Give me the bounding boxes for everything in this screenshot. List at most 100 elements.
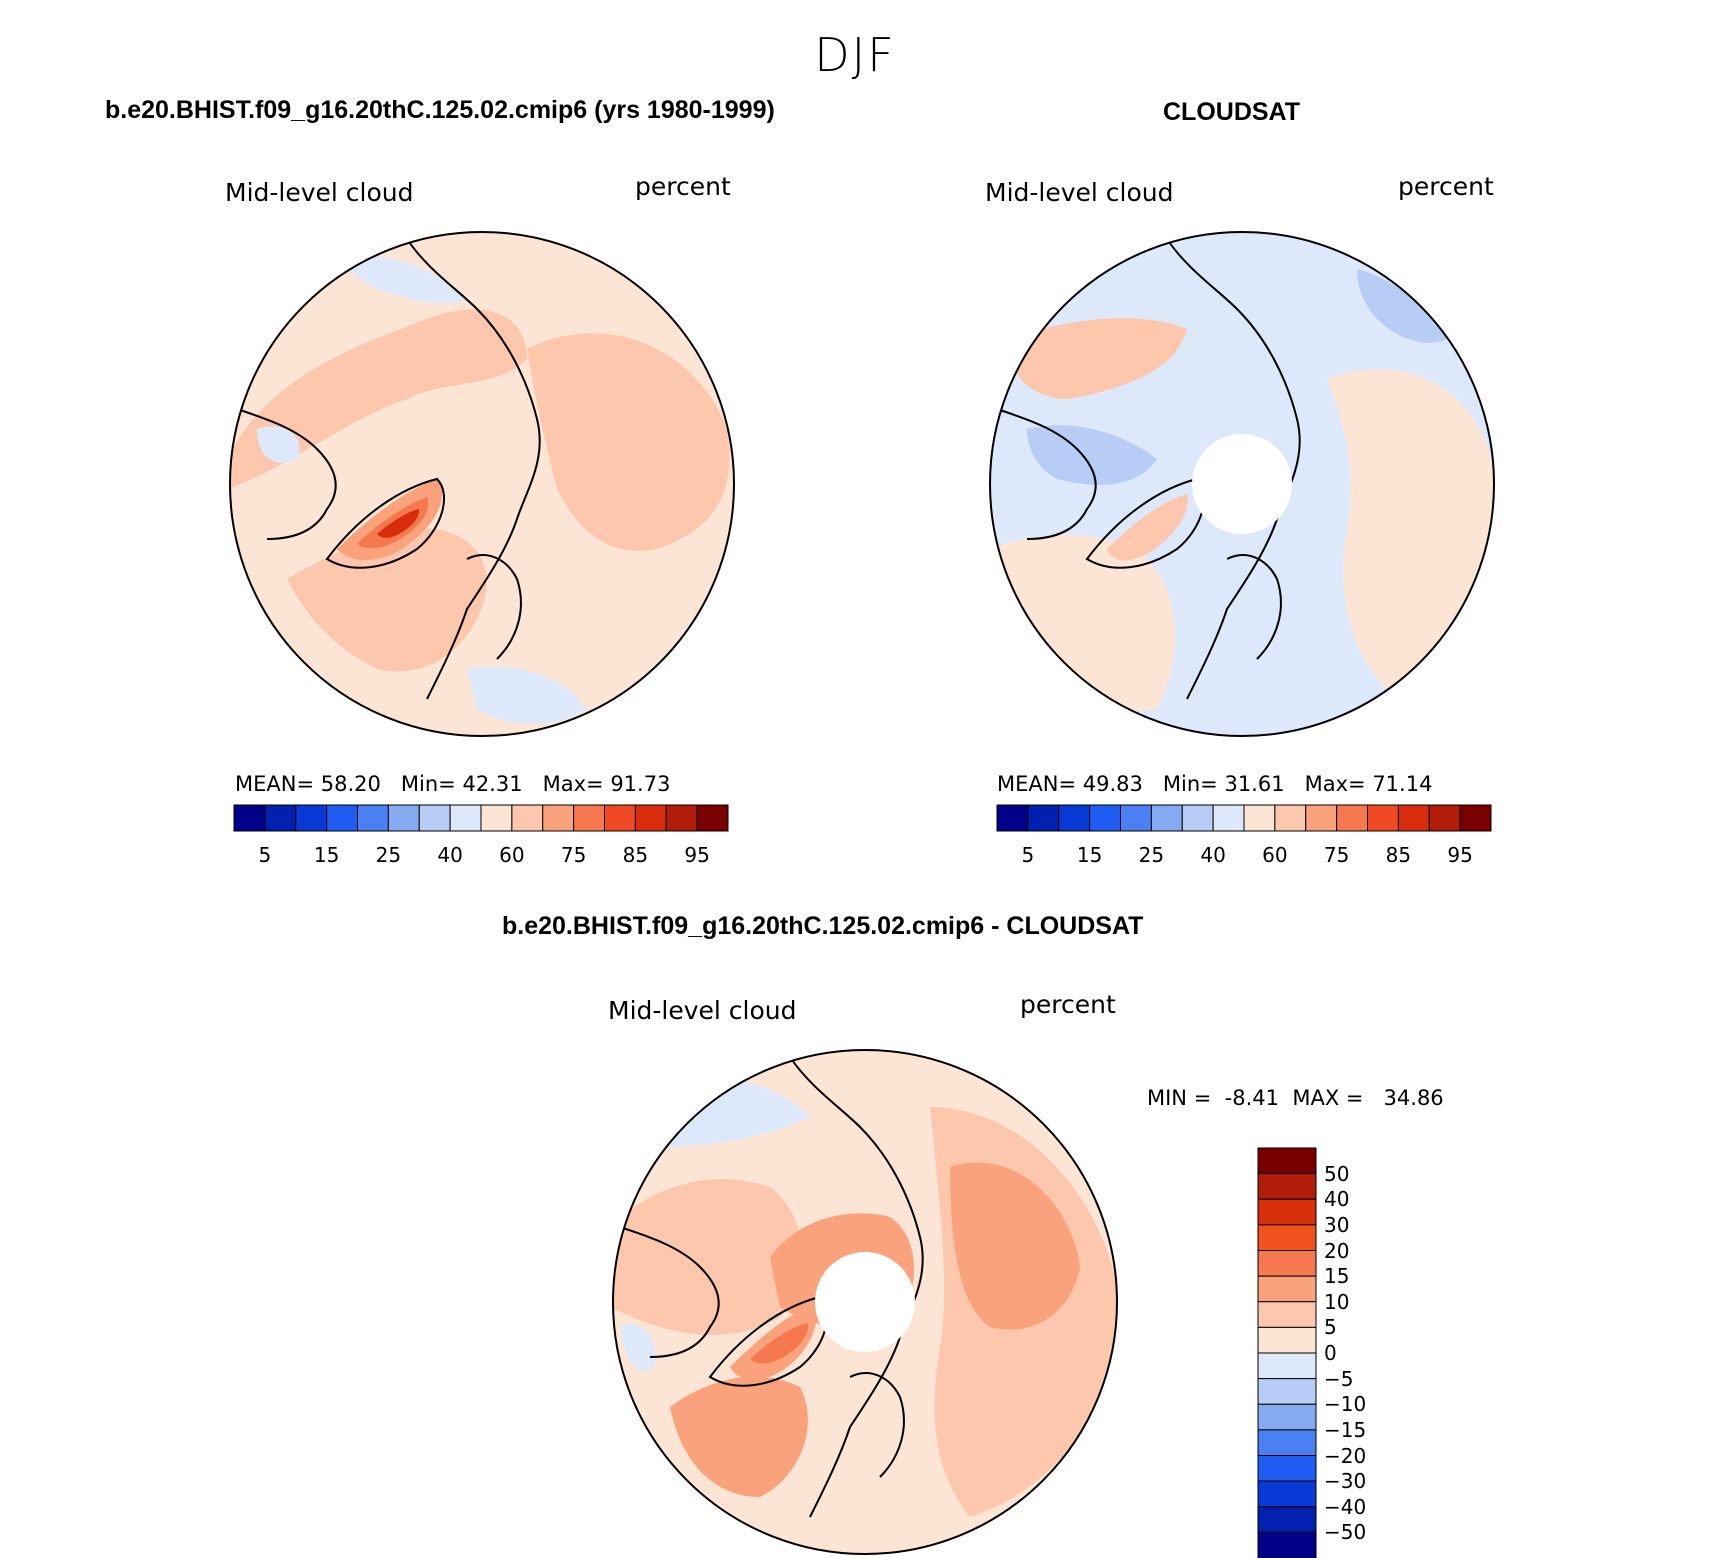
panel3-colorbar-box — [1257, 1429, 1317, 1456]
panel1-colorbar-tick-label: 5 — [258, 843, 272, 867]
panel3-colorbar-tick-label: −5 — [1324, 1366, 1354, 1391]
panel3-colorbar-tick-label: 0 — [1324, 1341, 1337, 1365]
panel1-colorbar-box — [696, 804, 729, 832]
panel3-colorbar-box — [1257, 1198, 1317, 1226]
panel3-colorbar-box — [1257, 1480, 1317, 1508]
panel3-units: percent — [1020, 990, 1116, 1019]
panel2-colorbar-box — [1305, 804, 1338, 832]
panel3-colorbar — [1257, 1147, 1317, 1558]
panel3-colorbar-box — [1257, 1275, 1317, 1303]
panel2-coastline-americas — [996, 408, 1097, 540]
panel3-colorbar-box — [1257, 1403, 1317, 1431]
panel2-colorbar-box — [1243, 804, 1276, 832]
panel2-polar-map — [989, 231, 1495, 737]
panel3-colorbar-tick-label: 50 — [1324, 1161, 1350, 1186]
panel2-colorbar-box — [1397, 804, 1430, 832]
panel1-colorbar-box — [387, 804, 420, 832]
panel2-coastline-scandinavia — [1226, 554, 1282, 660]
panel1-contour-blue-south — [467, 666, 587, 724]
panel2-colorbar-tick-label: 40 — [1200, 843, 1226, 867]
panel2-colorbar-tick-label: 5 — [1021, 843, 1035, 867]
panel3-colorbar-box — [1257, 1352, 1317, 1380]
panel3-colorbar-box — [1257, 1326, 1317, 1354]
panel2-colorbar-box — [1181, 804, 1214, 832]
panel1-colorbar-box — [357, 804, 389, 832]
panel3-colorbar-tick-label: 5 — [1324, 1315, 1337, 1340]
panel3-colorbar-tick-label: −20 — [1324, 1443, 1367, 1468]
panel3-contour-greenland-20 — [750, 1323, 809, 1364]
panel2-colorbar — [996, 804, 1492, 832]
panel3-title: b.e20.BHIST.f09_g16.20thC.125.02.cmip6 -… — [502, 912, 1144, 940]
panel3-colorbar-box — [1257, 1250, 1317, 1277]
panel1-variable: Mid-level cloud — [225, 178, 414, 207]
panel1-contour-greenland-core — [377, 509, 420, 538]
panel3-coastline-eurasia — [789, 1056, 924, 1518]
panel1-colorbar-tick-label: 40 — [437, 843, 463, 867]
panel2-polar-hole — [1192, 434, 1292, 534]
panel1-colorbar-tick-label: 15 — [313, 843, 340, 867]
panel2-colorbar-box — [1367, 804, 1399, 832]
panel2-contour-peach-east — [1327, 369, 1494, 689]
panel3-colorbar-tick-label: −15 — [1324, 1417, 1367, 1442]
panel1-coastline-scandinavia — [466, 554, 522, 660]
panel3-colorbar-box — [1257, 1455, 1317, 1482]
panel2-colorbar-box — [1274, 804, 1307, 832]
panel2-colorbar-box — [1212, 804, 1245, 832]
panel2-colorbar-tick-label: 75 — [1323, 843, 1350, 867]
panel1-colorbar-box — [264, 804, 297, 832]
panel1-colorbar-box — [449, 804, 482, 832]
panel2-colorbar-box — [1150, 804, 1183, 832]
panel2-stats: MEAN= 49.83 Min= 31.61 Max= 71.14 — [997, 772, 1433, 796]
panel3-colorbar-tick-label: 40 — [1324, 1187, 1350, 1212]
panel1-coastline-eurasia — [406, 238, 541, 700]
panel3-polar-hole — [815, 1252, 915, 1352]
panel2-units: percent — [1398, 172, 1494, 201]
season-title: DJF — [814, 28, 896, 82]
panel3-variable: Mid-level cloud — [608, 996, 797, 1025]
panel3-contour-15-south — [670, 1376, 808, 1497]
panel2-colorbar-tick-label: 15 — [1076, 843, 1103, 867]
panel2-colorbar-box — [1428, 804, 1461, 832]
panel2-colorbar-box — [1089, 804, 1121, 832]
panel3-colorbar-box — [1257, 1301, 1317, 1328]
panel2-coastline-eurasia — [1166, 238, 1301, 700]
panel3-colorbar-box — [1257, 1173, 1317, 1200]
panel2-contour-peach-southwest — [990, 535, 1176, 711]
panel3-coastline-scandinavia — [849, 1372, 905, 1478]
panel1-colorbar-box — [326, 804, 358, 832]
panel3-colorbar-tick-label: 20 — [1324, 1238, 1350, 1263]
panel2-contour-peach-greenland — [1107, 494, 1188, 561]
panel2-colorbar-tick-label: 85 — [1385, 843, 1412, 867]
panel1-colorbar-box — [604, 804, 636, 832]
panel1-contour-northpacific — [230, 309, 527, 489]
panel3-colorbar-box — [1257, 1506, 1317, 1533]
panel1-colorbar-box — [418, 804, 451, 832]
panel3-colorbar-tick-label: 30 — [1324, 1212, 1350, 1237]
panel1-colorbar-tick-label: 60 — [499, 843, 525, 867]
panel1-colorbar — [233, 804, 729, 832]
panel1-colorbar-box — [634, 804, 667, 832]
panel1-colorbar-box — [542, 804, 575, 832]
panel1-colorbar-tick-label: 25 — [375, 843, 402, 867]
panel3-colorbar-tick-label: −10 — [1324, 1392, 1367, 1417]
panel2-colorbar-box — [1027, 804, 1060, 832]
panel3-contour-10-west — [613, 1179, 802, 1336]
panel2-colorbar-tick-label: 60 — [1262, 843, 1288, 867]
panel1-contour-blue-west — [257, 426, 300, 463]
panel2-colorbar-box — [996, 804, 1029, 832]
panel2-contour-blue-northwest — [1027, 425, 1157, 485]
panel1-title: b.e20.BHIST.f09_g16.20thC.125.02.cmip6 (… — [105, 96, 775, 124]
panel2-colorbar-box — [1120, 804, 1152, 832]
panel3-colorbar-tick-label: −30 — [1324, 1469, 1367, 1494]
panel1-contour-east — [527, 333, 730, 551]
panel2-colorbar-box — [1336, 804, 1368, 832]
panel2-variable: Mid-level cloud — [985, 178, 1174, 207]
panel2-colorbar-tick-label: 95 — [1447, 843, 1473, 867]
panel1-coastline-americas — [236, 408, 337, 540]
panel1-colorbar-box — [295, 804, 328, 832]
panel1-colorbar-box — [665, 804, 698, 832]
panel1-stats: MEAN= 58.20 Min= 42.31 Max= 91.73 — [235, 772, 671, 796]
panel3-polar-map — [612, 1049, 1118, 1555]
panel3-colorbar-box — [1257, 1531, 1317, 1558]
panel3-colorbar-box — [1257, 1378, 1317, 1405]
